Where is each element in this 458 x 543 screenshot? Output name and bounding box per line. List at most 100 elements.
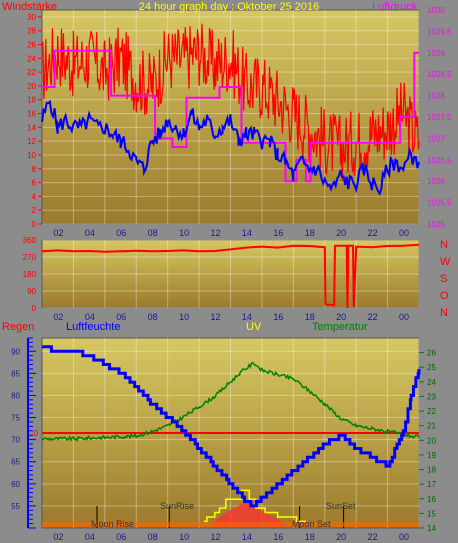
sun-set-label: SunSet xyxy=(326,501,356,511)
temperature-series xyxy=(41,361,420,442)
x-tick-label: 08 xyxy=(148,532,158,542)
uv-base-band xyxy=(42,522,419,527)
x-tick-label: 08 xyxy=(148,312,158,322)
x-tick-label: 20 xyxy=(336,312,346,322)
humidity-label: Luftfeuchte xyxy=(66,321,120,333)
x-tick-label: 10 xyxy=(179,532,189,542)
direction-tick-label: 90 xyxy=(27,287,36,296)
pressure-tick-label: 1027,5 xyxy=(427,113,452,122)
pressure-tick-label: 1025,5 xyxy=(427,199,452,208)
sun-rise-label: SunRise xyxy=(160,501,194,511)
x-tick-label: 22 xyxy=(368,228,378,238)
wind-x-axis: 02 04 06 08 10 12 14 16 18 20 22 00 xyxy=(53,228,409,238)
temperature-tick-label: 22 xyxy=(427,407,436,416)
temperature-tick-label: 24 xyxy=(427,378,436,387)
humidity-tick-label: 75 xyxy=(11,414,20,423)
humidity-tick-label: 90 xyxy=(11,347,20,356)
wind-tick-label: 8 xyxy=(32,165,37,174)
x-tick-label: 00 xyxy=(399,228,409,238)
humidity-tick-label: 85 xyxy=(11,369,20,378)
wind-tick-label: 10 xyxy=(27,151,36,160)
wind-tick-label: 22 xyxy=(27,68,36,77)
temperature-tick-label: 23 xyxy=(427,392,436,401)
pressure-series xyxy=(42,49,419,183)
pressure-tick-label: 1030 xyxy=(427,6,445,15)
x-tick-label: 20 xyxy=(336,228,346,238)
x-tick-label: 06 xyxy=(116,312,126,322)
x-tick-label: 18 xyxy=(305,532,315,542)
x-tick-label: 16 xyxy=(273,312,283,322)
temperature-tick-label: 19 xyxy=(427,451,436,460)
x-tick-label: 00 xyxy=(399,532,409,542)
compass-label: W xyxy=(440,256,451,268)
wind-tick-label: 20 xyxy=(27,82,36,91)
compass-label: S xyxy=(440,273,447,285)
wind-tick-label: 0 xyxy=(32,220,37,229)
x-tick-label: 04 xyxy=(85,532,95,542)
wind-tick-label: 4 xyxy=(32,192,37,201)
wind-tick-label: 30 xyxy=(27,13,36,22)
x-tick-label: 14 xyxy=(242,312,252,322)
x-tick-label: 02 xyxy=(53,532,63,542)
compass-label: O xyxy=(440,290,449,302)
uv-series xyxy=(203,489,306,523)
wind-tick-label: 6 xyxy=(32,179,37,188)
temperature-tick-label: 18 xyxy=(427,466,436,475)
pressure-tick-label: 1028,5 xyxy=(427,70,452,79)
x-tick-label: 02 xyxy=(53,228,63,238)
temperature-tick-label: 25 xyxy=(427,363,436,372)
temperature-y-axis: 14 15 16 17 18 19 20 21 22 23 24 25 26 xyxy=(419,349,436,533)
temperature-tick-label: 15 xyxy=(427,509,436,518)
x-tick-label: 06 xyxy=(116,228,126,238)
wind-direction-y-axis: 0 90 180 270 360 xyxy=(23,236,37,313)
wind-tick-label: 2 xyxy=(32,206,37,215)
x-tick-label: 08 xyxy=(148,228,158,238)
rain-tick-label: 0 xyxy=(34,429,39,438)
pressure-tick-label: 1027 xyxy=(427,134,445,143)
x-tick-label: 04 xyxy=(85,228,95,238)
wind-tick-label: 28 xyxy=(27,27,36,36)
wind-tick-label: 18 xyxy=(27,96,36,105)
x-tick-label: 06 xyxy=(116,532,126,542)
pressure-tick-label: 1028 xyxy=(427,92,445,101)
humidity-tick-label: 80 xyxy=(11,391,20,400)
x-tick-label: 22 xyxy=(368,532,378,542)
pressure-tick-label: 1026 xyxy=(427,177,445,186)
temperature-tick-label: 17 xyxy=(427,480,436,489)
direction-tick-label: 270 xyxy=(23,253,37,262)
temperature-tick-label: 14 xyxy=(427,524,436,533)
x-tick-label: 22 xyxy=(368,312,378,322)
temperature-tick-label: 21 xyxy=(427,422,436,431)
x-tick-label: 02 xyxy=(53,312,63,322)
wind-gust-series xyxy=(41,23,420,181)
pressure-tick-label: 1026,5 xyxy=(427,156,452,165)
humidity-y-axis: 55 60 65 70 75 80 85 90 0 xyxy=(11,337,39,529)
wind-tick-label: 24 xyxy=(27,54,36,63)
wind-average-series xyxy=(41,99,420,196)
wind-tick-label: 12 xyxy=(27,137,36,146)
x-tick-label: 20 xyxy=(336,532,346,542)
temperature-tick-label: 26 xyxy=(427,349,436,358)
x-tick-label: 12 xyxy=(210,228,220,238)
rain-label: Regen xyxy=(2,321,34,333)
wind-tick-label: 26 xyxy=(27,41,36,50)
x-tick-label: 16 xyxy=(273,228,283,238)
uv-label: UV xyxy=(246,321,262,333)
humidity-x-axis: 02 04 06 08 10 12 14 16 18 20 22 00 xyxy=(53,532,409,542)
humidity-tick-label: 55 xyxy=(11,502,20,511)
moon-set-label: Moon Set xyxy=(292,519,331,529)
pressure-y-axis: 1025 1025,5 1026 1026,5 1027 1027,5 1028 1028,5… xyxy=(427,6,452,229)
pressure-axis-title: Luftdruck xyxy=(372,1,418,13)
wind-direction-x-axis: 02 04 06 08 10 12 14 16 18 20 22 00 xyxy=(53,312,409,322)
humidity-tick-label: 65 xyxy=(11,458,20,467)
x-tick-label: 14 xyxy=(242,228,252,238)
compass-label: N xyxy=(440,307,448,319)
wind-direction-series xyxy=(41,243,420,309)
direction-tick-label: 180 xyxy=(23,270,37,279)
x-tick-label: 18 xyxy=(305,312,315,322)
pressure-tick-label: 1025 xyxy=(427,220,445,229)
